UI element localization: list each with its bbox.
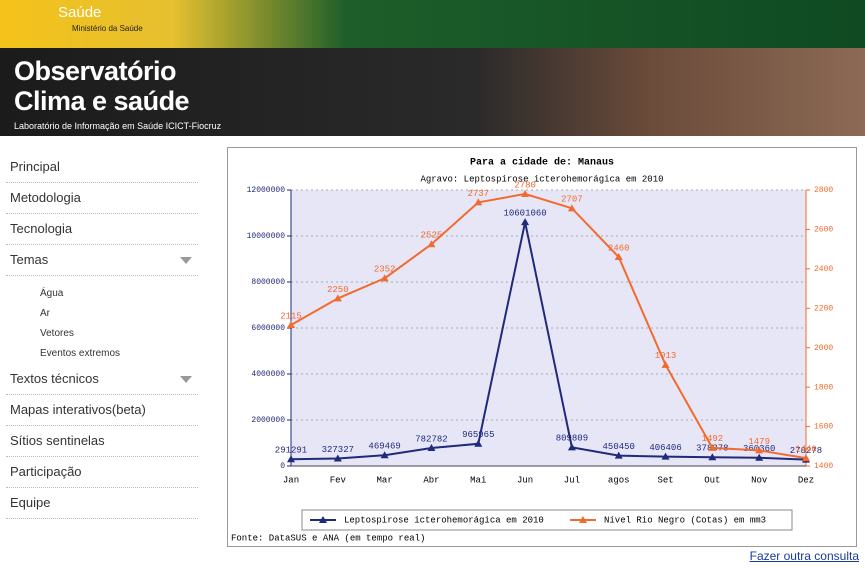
- y2-tick-label: 2800: [814, 186, 833, 195]
- data-label: 2115: [280, 311, 302, 321]
- data-label: 809809: [556, 434, 588, 444]
- y-tick-label: 12000000: [247, 186, 286, 195]
- header: Observatório Clima e saúde Laboratório d…: [0, 48, 865, 136]
- x-tick-label: Set: [657, 475, 673, 485]
- y2-tick-label: 1800: [814, 383, 833, 392]
- nav-item[interactable]: Metodologia: [6, 183, 198, 214]
- y2-tick-label: 2200: [814, 304, 833, 313]
- data-label: 2352: [374, 265, 396, 275]
- y2-tick-label: 1400: [814, 462, 833, 471]
- y-tick-label: 2000000: [251, 416, 285, 425]
- nav-item[interactable]: Sítios sentinelas: [6, 426, 198, 457]
- nav-item[interactable]: Tecnologia: [6, 214, 198, 245]
- x-tick-label: Jul: [564, 475, 580, 485]
- x-tick-label: Out: [704, 475, 720, 485]
- y-tick-label: 10000000: [247, 232, 286, 241]
- x-tick-label: Abr: [423, 475, 439, 485]
- data-label: 2707: [561, 195, 583, 205]
- x-tick-label: Dez: [798, 475, 814, 485]
- y2-tick-label: 1600: [814, 423, 833, 432]
- data-label: 10601060: [503, 209, 546, 219]
- data-label: 2460: [608, 243, 630, 253]
- data-label: 2250: [327, 285, 349, 295]
- ministry: Ministério da Saúde: [72, 24, 143, 33]
- y-tick-label: 8000000: [251, 278, 285, 287]
- x-tick-label: Mar: [377, 475, 393, 485]
- x-tick-label: agos: [608, 475, 630, 485]
- y-tick-label: 0: [280, 462, 285, 471]
- link[interactable]: Fazer outra consulta: [750, 549, 859, 563]
- logo[interactable]: Saúde: [58, 4, 101, 21]
- x-tick-label: Mai: [470, 475, 486, 485]
- data-label: 406406: [649, 443, 681, 453]
- site-title: Clima e saúde: [14, 86, 189, 117]
- data-label: 1440: [795, 444, 817, 454]
- nav-item[interactable]: Participação: [6, 457, 198, 488]
- x-tick-label: Nov: [751, 475, 768, 485]
- data-label: 1492: [702, 434, 724, 444]
- nav-item[interactable]: Temas: [6, 245, 198, 276]
- chart-frame: Para a cidade de: Manaus Agravo: Leptospi…: [227, 147, 857, 547]
- nav-item[interactable]: Vetores: [6, 324, 198, 344]
- nav-item[interactable]: Água: [6, 284, 198, 304]
- data-label: 965965: [462, 430, 494, 440]
- legend-label: Nível Rio Negro (Cotas) em mm3: [604, 515, 766, 525]
- data-label: 2525: [421, 231, 443, 241]
- y2-tick-label: 2600: [814, 226, 833, 235]
- data-label: 2737: [467, 189, 489, 199]
- y-tick-label: 6000000: [251, 324, 285, 333]
- nav-item[interactable]: Mapas interativos(beta): [6, 395, 198, 426]
- nav-item[interactable]: Eventos extremos: [6, 344, 198, 364]
- nav-item[interactable]: Textos técnicos: [6, 364, 198, 395]
- chart-subtitle: Agravo: Leptospirose icterohemorágica em…: [420, 174, 663, 184]
- data-label: 782782: [415, 434, 447, 444]
- x-tick-label: Jan: [283, 475, 299, 485]
- plot-area: [291, 190, 806, 466]
- chart-source: Fonte: DataSUS e ANA (em tempo real): [231, 533, 425, 543]
- data-label: 450450: [603, 442, 635, 452]
- nav-item[interactable]: Equipe: [6, 488, 198, 519]
- dropdown-arrow[interactable]: [180, 257, 192, 264]
- data-label: 2780: [514, 180, 536, 190]
- top-banner: Saúde Ministério da Saúde: [0, 0, 865, 48]
- legend-label: Leptospirose icterohemorágica em 2010: [344, 515, 544, 525]
- data-label: 1913: [655, 351, 677, 361]
- y2-tick-label: 2400: [814, 265, 833, 274]
- page: Saúde Ministério da Saúde Observatório C…: [0, 0, 865, 568]
- y2-tick-label: 2000: [814, 344, 833, 353]
- data-label: 469469: [368, 442, 400, 452]
- x-tick-label: Fev: [330, 475, 347, 485]
- nav-item[interactable]: Principal: [6, 152, 198, 183]
- site-subtitle: Laboratório de Informação em Saúde ICICT…: [14, 121, 221, 131]
- data-label: 1479: [748, 437, 770, 447]
- data-label: 291291: [275, 446, 307, 456]
- nav-item[interactable]: Ar: [6, 304, 198, 324]
- y-tick-label: 4000000: [251, 370, 285, 379]
- site-title: Observatório: [14, 56, 176, 87]
- chart: Para a cidade de: Manaus Agravo: Leptospi…: [228, 148, 856, 546]
- chart-title: Para a cidade de: Manaus: [470, 157, 614, 169]
- dropdown-arrow[interactable]: [180, 376, 192, 383]
- x-tick-label: Jun: [517, 475, 533, 485]
- data-label: 327327: [322, 445, 354, 455]
